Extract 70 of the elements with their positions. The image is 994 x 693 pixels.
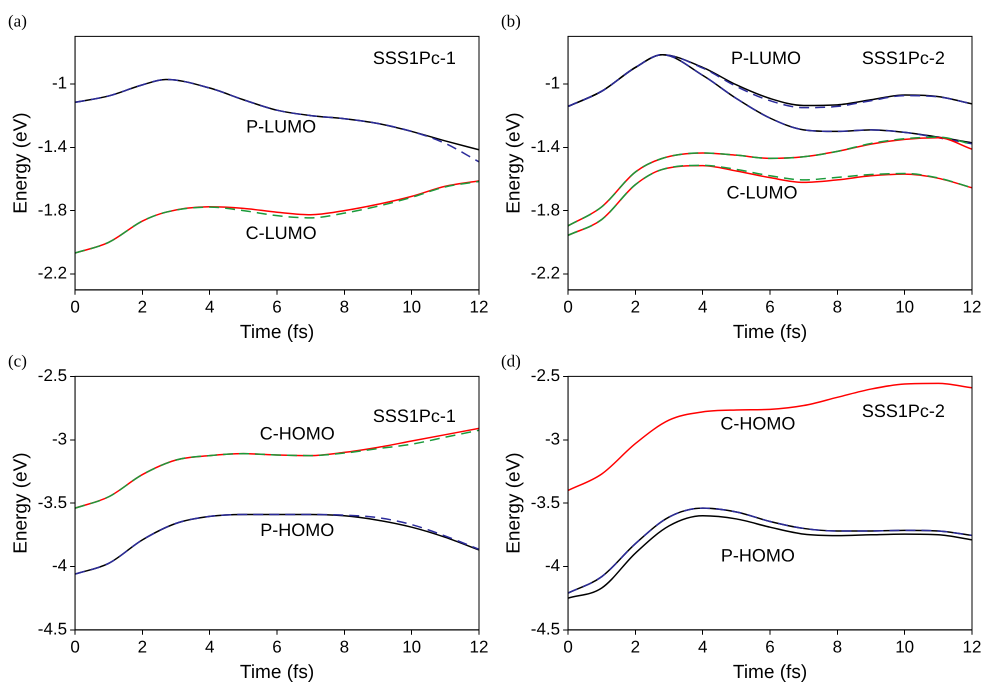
x-tick-label: 0 (70, 298, 80, 317)
x-tick-label: 4 (698, 638, 708, 657)
annotation: C-HOMO (720, 414, 796, 434)
x-tick-label: 4 (698, 298, 708, 317)
y-axis-title: Energy (eV) (504, 452, 525, 554)
x-tick-label: 10 (895, 298, 914, 317)
annotation: P-LUMO (246, 116, 316, 137)
y-tick-label: -2.5 (530, 366, 560, 386)
x-tick-label: 2 (138, 638, 148, 657)
x-tick-label: 6 (765, 298, 775, 317)
y-tick-label: -1.4 (38, 136, 68, 156)
y-tick-label: -2.2 (530, 264, 560, 283)
annotation: P-LUMO (731, 48, 802, 68)
x-axis-title: Time (fs) (240, 322, 314, 343)
chart-title: (d) (501, 352, 521, 371)
y-tick-label: -3 (52, 429, 68, 448)
y-axis-title: Energy (eV) (10, 112, 32, 214)
x-tick-label: 12 (470, 638, 488, 657)
y-tick-label: -2.5 (38, 366, 68, 386)
y-axis-title: Energy (eV) (504, 112, 525, 214)
x-tick-label: 6 (272, 638, 282, 657)
y-tick-label: -1.8 (38, 200, 68, 220)
x-tick-label: 6 (765, 638, 775, 657)
x-axis-title: Time (fs) (732, 662, 808, 683)
x-tick-label: 8 (340, 638, 350, 657)
y-tick-label: -1.8 (530, 200, 560, 220)
chart-title: (c) (8, 352, 27, 371)
x-tick-label: 2 (630, 298, 640, 317)
x-tick-label: 10 (895, 638, 914, 657)
annotation: SSS1Pc-2 (862, 400, 945, 421)
x-tick-label: 12 (962, 298, 982, 317)
y-tick-label: -3 (544, 429, 560, 448)
x-tick-label: 0 (563, 638, 573, 657)
x-tick-label: 4 (204, 638, 214, 657)
x-tick-label: 12 (470, 298, 488, 317)
x-tick-label: 12 (962, 638, 982, 657)
y-tick-label: -1 (544, 74, 560, 93)
x-tick-label: 0 (563, 298, 573, 317)
y-tick-label: -2.2 (38, 264, 68, 283)
x-tick-label: 2 (630, 638, 640, 657)
y-tick-label: -3.5 (530, 492, 560, 512)
y-tick-label: -1 (52, 74, 68, 93)
y-tick-label: -1.4 (530, 136, 560, 156)
x-tick-label: 8 (832, 298, 842, 317)
chart-title: (b) (501, 12, 521, 31)
y-tick-label: -4 (544, 556, 560, 576)
y-tick-label: -4 (52, 556, 68, 576)
x-axis-title: Time (fs) (240, 662, 314, 683)
x-tick-label: 8 (340, 298, 350, 317)
annotation: SSS1Pc-1 (372, 48, 456, 68)
x-tick-label: 4 (204, 298, 214, 317)
x-tick-label: 0 (70, 638, 80, 657)
chart-title: (a) (8, 12, 27, 31)
annotation: SSS1Pc-1 (372, 406, 456, 426)
y-axis-title: Energy (eV) (10, 452, 32, 554)
x-tick-label: 8 (832, 638, 842, 657)
x-tick-label: 10 (402, 298, 422, 317)
x-tick-label: 2 (138, 298, 148, 317)
x-tick-label: 10 (402, 638, 422, 657)
y-tick-label: -3.5 (38, 492, 68, 512)
annotation: C-HOMO (260, 424, 335, 444)
annotation: SSS1Pc-2 (862, 48, 945, 68)
y-tick-label: -4.5 (530, 619, 560, 638)
annotation: P-HOMO (720, 545, 795, 566)
annotation: C-LUMO (246, 223, 317, 244)
y-tick-label: -4.5 (38, 619, 68, 638)
x-tick-label: 6 (272, 298, 282, 317)
annotation: P-HOMO (260, 520, 334, 540)
annotation: C-LUMO (726, 182, 798, 202)
x-axis-title: Time (fs) (732, 322, 808, 343)
